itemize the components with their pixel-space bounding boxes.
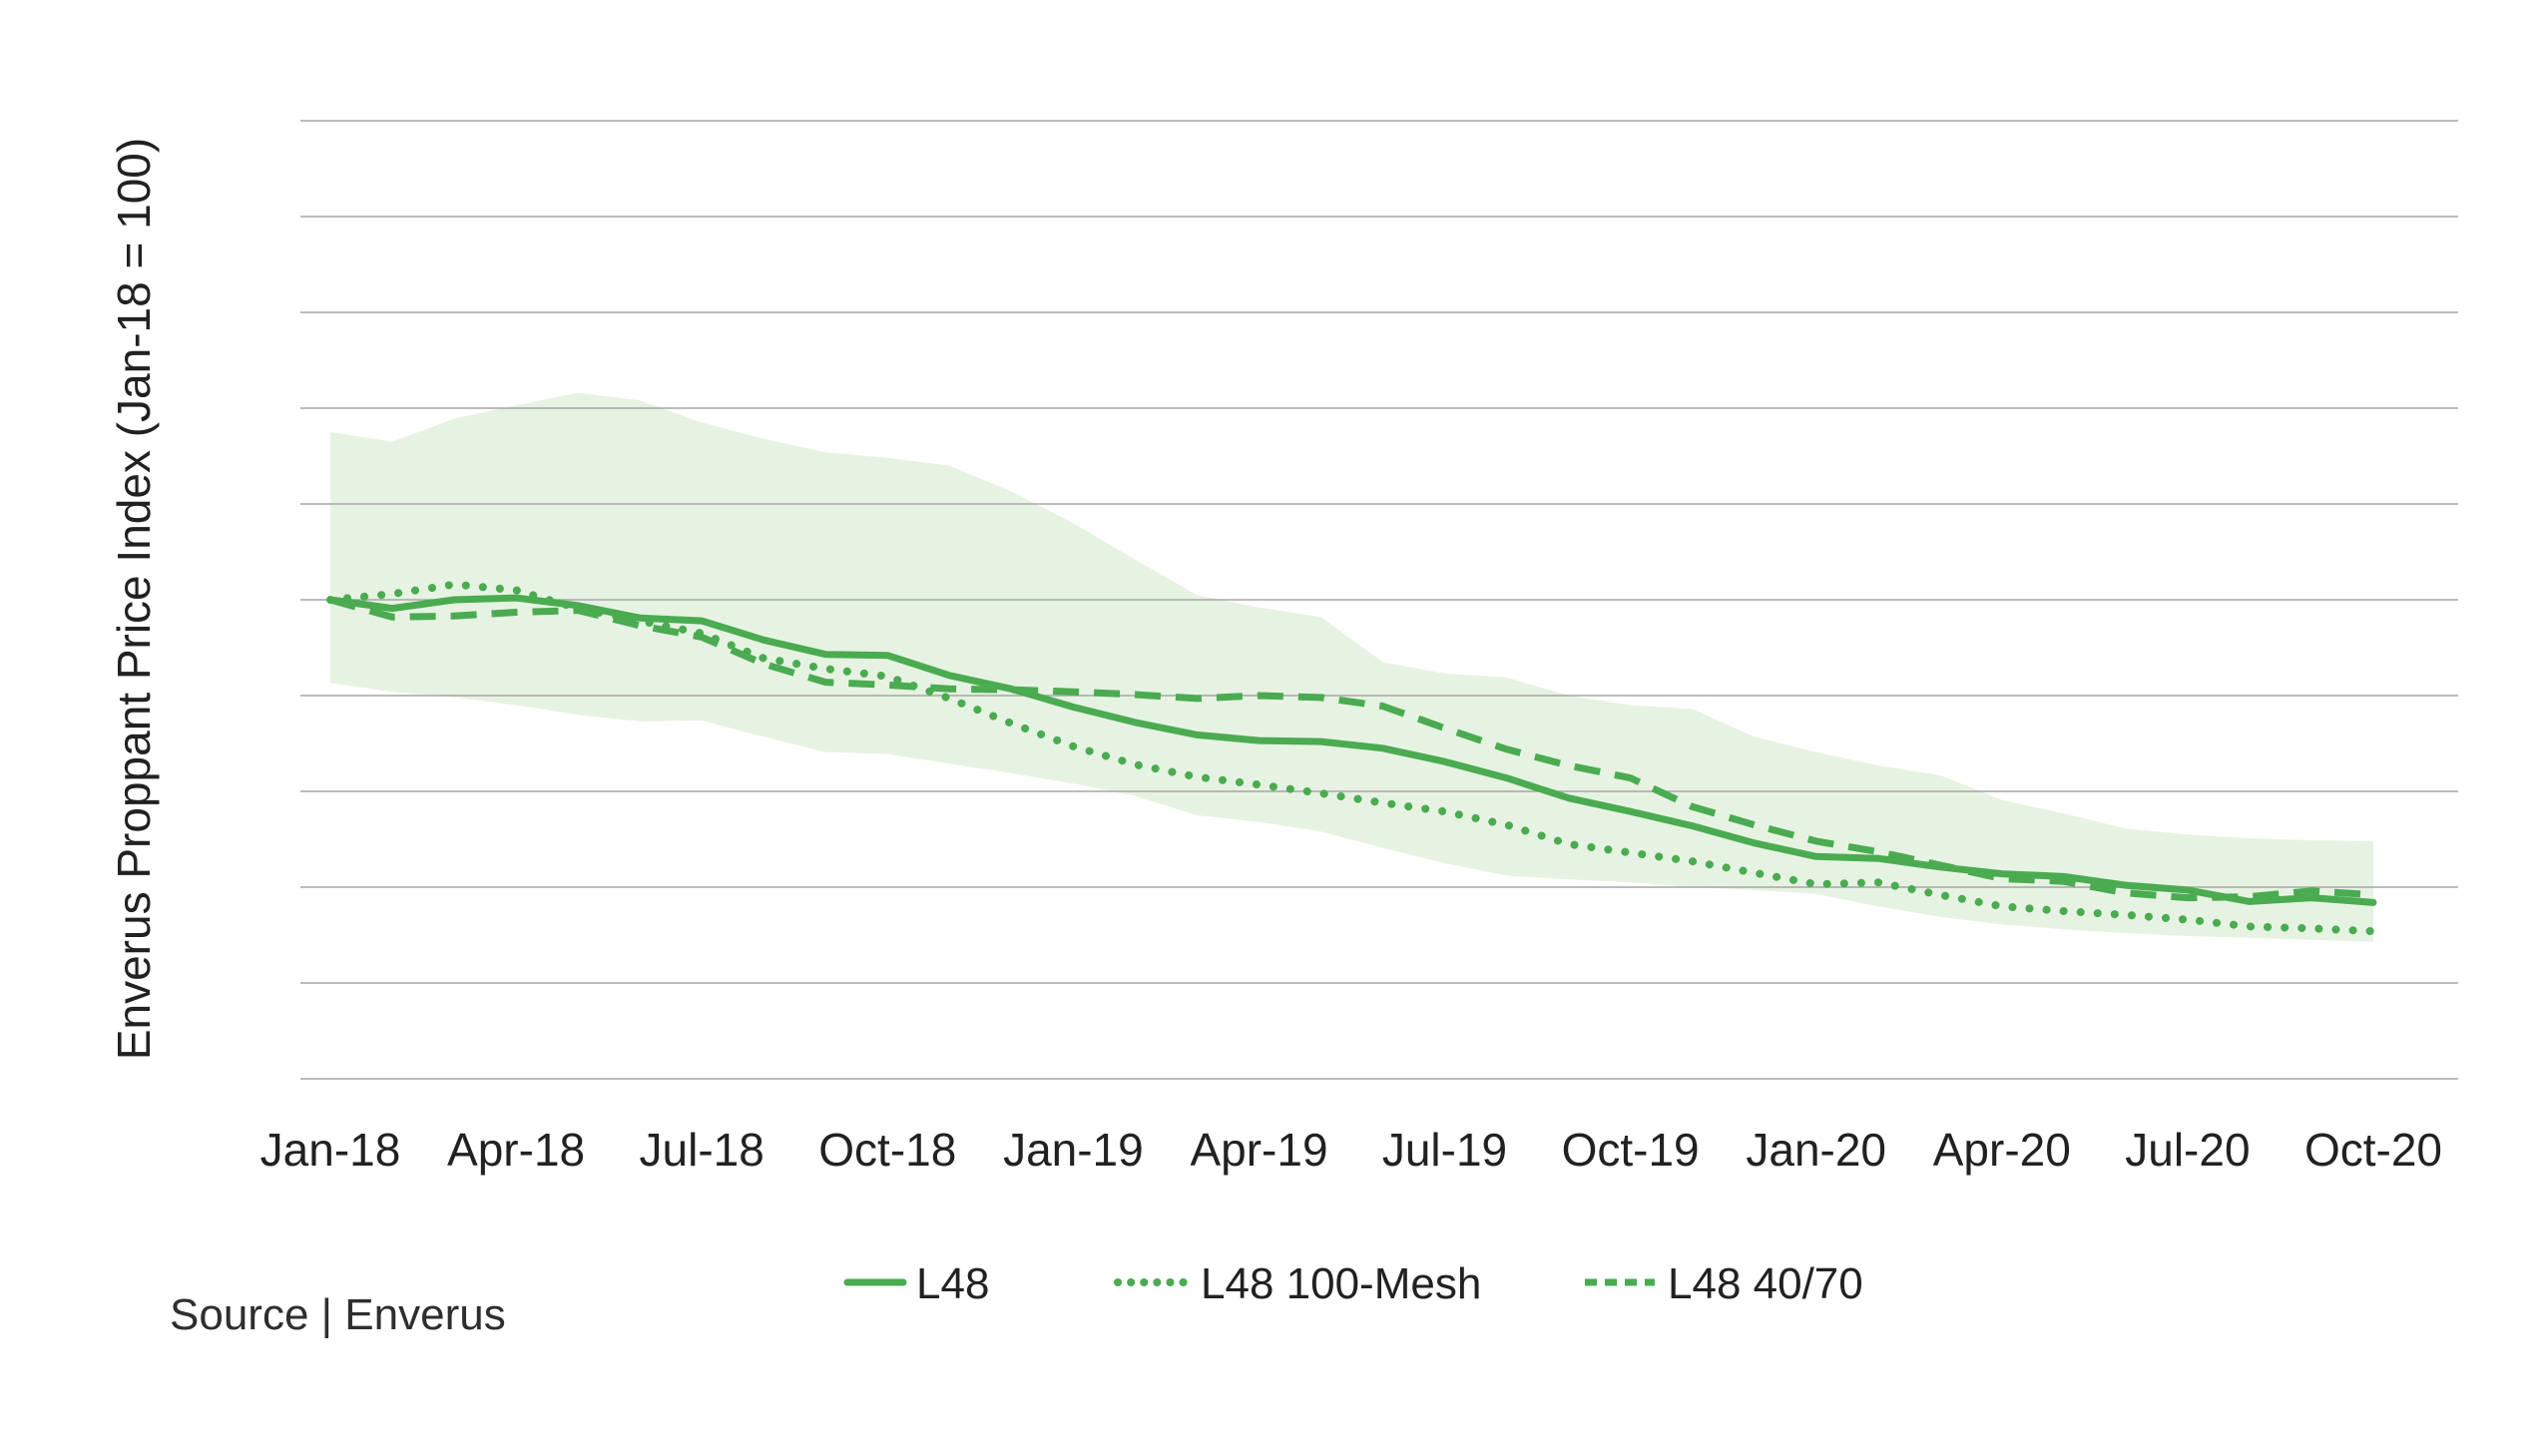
x-tick-label: Jul-19 — [1382, 1124, 1507, 1176]
x-tick-label: Jan-20 — [1746, 1124, 1886, 1176]
l48-100mesh-line — [326, 580, 2377, 936]
x-tick-label: Jan-18 — [260, 1124, 401, 1176]
legend-item-l48-100mesh: L48 100-Mesh — [1114, 1259, 1481, 1308]
x-tick-label: Jul-18 — [640, 1124, 764, 1176]
y-axis-label: Enverus Proppant Price Index (Jan-18 = 1… — [108, 138, 160, 1060]
legend-label-l48: L48 — [916, 1259, 989, 1308]
x-tick-label: Oct-19 — [1562, 1124, 1700, 1176]
min-max-band-area — [330, 392, 2373, 942]
legend: L48 L48 100-Mesh L48 40/70 — [843, 1259, 1863, 1308]
x-tick-label: Oct-18 — [818, 1124, 956, 1176]
l48-4070-line — [329, 596, 2374, 902]
gridlines — [300, 120, 2458, 1080]
source-note: Source | Enverus — [170, 1290, 506, 1339]
x-tick-label: Apr-18 — [447, 1124, 585, 1176]
legend-label-l48-4070: L48 40/70 — [1668, 1259, 1863, 1308]
l48-line — [326, 594, 2377, 906]
x-tick-label: Oct-20 — [2304, 1124, 2442, 1176]
x-axis-tick-labels: Jan-18 Apr-18 Jul-18 Oct-18 Jan-19 Apr-19 Jul-… — [260, 1124, 2442, 1176]
x-tick-label: Apr-20 — [1933, 1124, 2071, 1176]
legend-label-l48-100mesh: L48 100-Mesh — [1201, 1259, 1481, 1308]
legend-item-l48-4070: L48 40/70 — [1585, 1259, 1863, 1308]
legend-item-l48: L48 — [843, 1259, 989, 1308]
x-tick-label: Jan-19 — [1003, 1124, 1144, 1176]
x-tick-label: Jul-20 — [2125, 1124, 2250, 1176]
x-tick-label: Apr-19 — [1190, 1124, 1327, 1176]
